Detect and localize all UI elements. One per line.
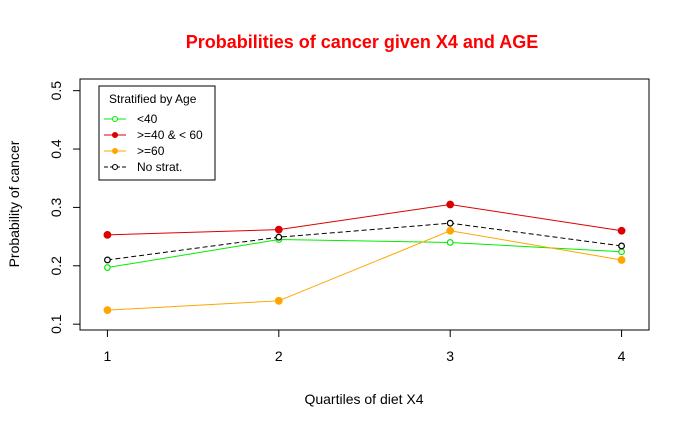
legend: Stratified by Age <40 >=40 & < 60 >=60 No s… [98, 85, 216, 181]
y-tick-label: 0.2 [48, 256, 64, 276]
series-point-0 [446, 239, 454, 246]
legend-title: Stratified by Age [109, 92, 197, 106]
legend-label: <40 [137, 112, 158, 126]
series-point-1 [446, 200, 455, 209]
x-tick-label: 4 [618, 348, 626, 364]
legend-marker [111, 147, 119, 155]
y-tick-label: 0.5 [48, 81, 64, 101]
series-layer [103, 200, 626, 315]
series-line-1 [107, 203, 622, 236]
x-tick-label: 2 [275, 348, 283, 364]
legend-label: >=40 & < 60 [137, 128, 203, 142]
series-point-2 [103, 306, 112, 315]
legend-label: No strat. [137, 160, 182, 174]
legend-marker [111, 115, 119, 123]
series-line-0 [107, 239, 622, 269]
y-axis-label: Probability of cancer [6, 140, 22, 267]
x-tick-label: 1 [104, 348, 112, 364]
series-point-3 [275, 233, 283, 241]
series-point-3 [446, 219, 454, 227]
series-point-2 [446, 226, 455, 235]
series-point-2 [617, 256, 626, 264]
y-axis: 0.1 0.2 0.3 0.4 0.5 [48, 81, 80, 334]
legend-label: >=60 [137, 144, 165, 158]
series-point-0 [104, 264, 111, 271]
y-tick-label: 0.1 [48, 314, 64, 334]
series-point-1 [274, 225, 283, 234]
series-point-1 [103, 230, 112, 239]
series-point-1 [617, 226, 626, 235]
x-tick-label: 3 [446, 348, 454, 364]
y-tick-label: 0.4 [48, 139, 64, 159]
legend-marker [111, 131, 119, 139]
y-tick-label: 0.3 [48, 197, 64, 217]
x-axis: 1 2 3 4 [104, 330, 626, 364]
legend-box [98, 85, 216, 181]
series-point-3 [104, 256, 111, 264]
series-point-3 [618, 242, 625, 250]
series-point-0 [618, 248, 625, 256]
series-point-2 [274, 296, 283, 305]
series-line-3 [107, 222, 622, 261]
plot-frame [79, 78, 650, 331]
series-line-2 [107, 230, 622, 311]
x-axis-label: Quartiles of diet X4 [304, 391, 423, 407]
chart-title: Probabilities of cancer given X4 and AGE [186, 32, 538, 52]
legend-marker [111, 163, 119, 171]
